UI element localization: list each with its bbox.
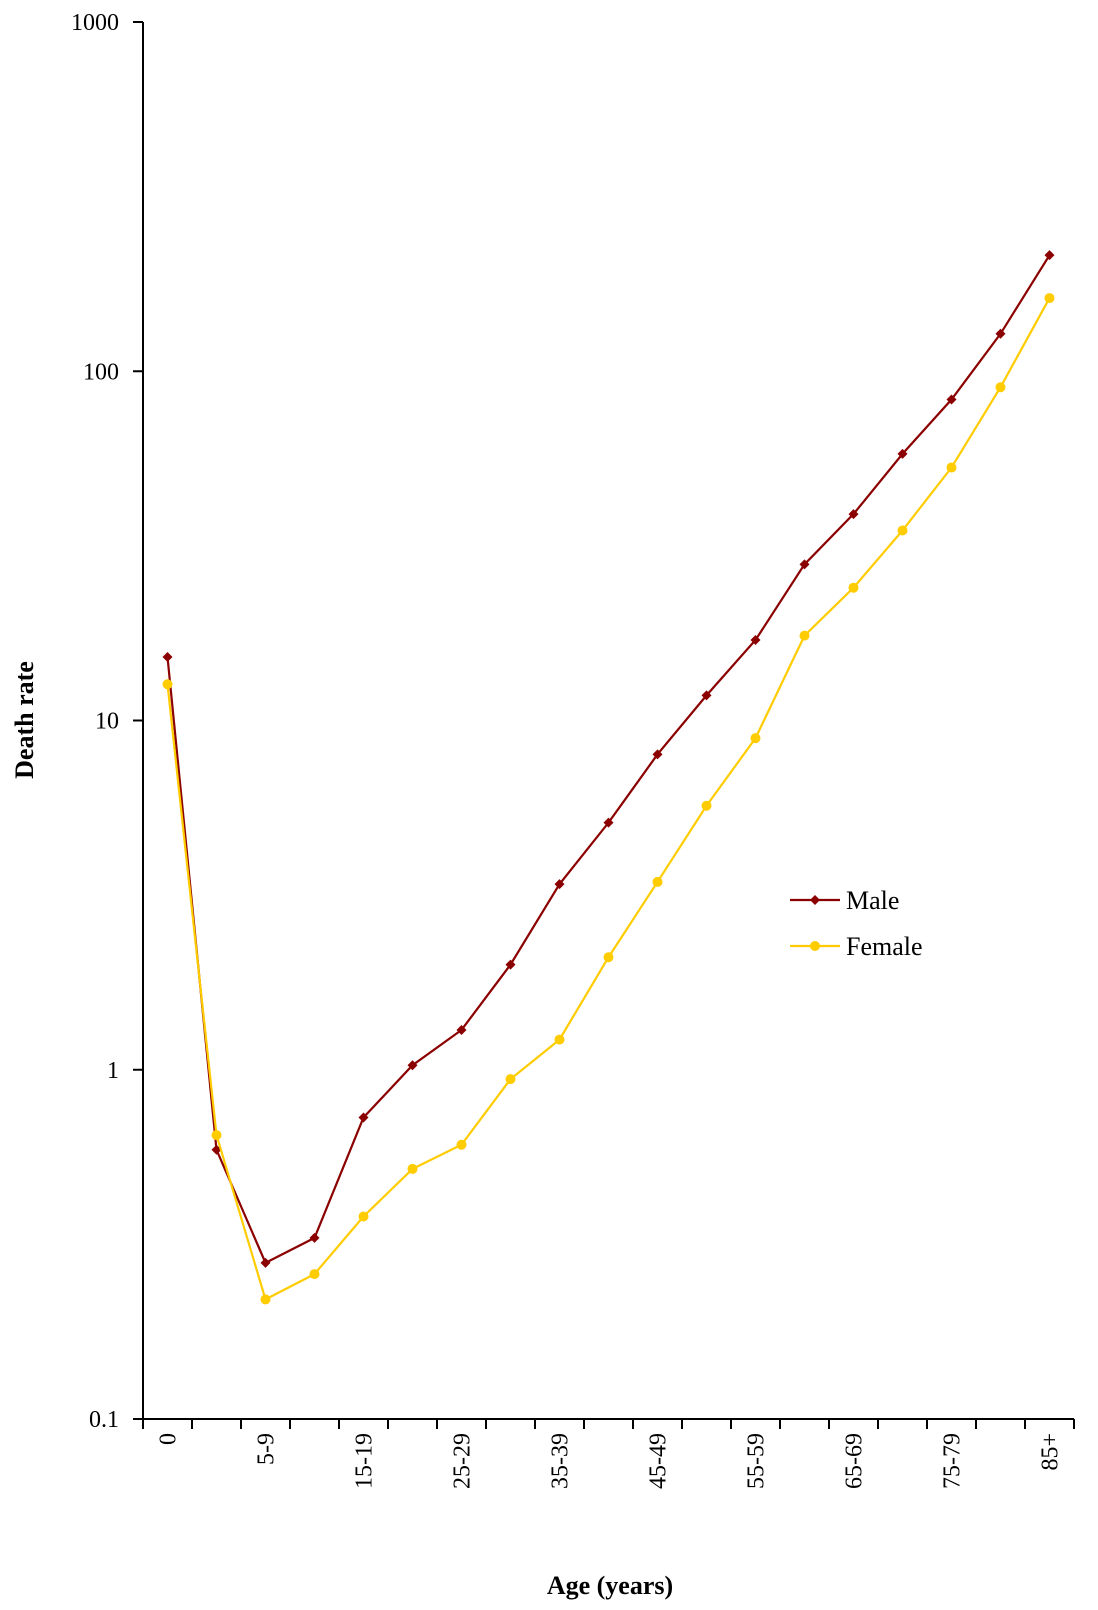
female-point [799,630,810,641]
x-tick-label: 15-19 [352,1433,378,1489]
y-tick-label: 0.1 [89,1407,119,1433]
x-axis-title: Age (years) [547,1571,673,1600]
y-axis: 0.1 1 10 100 1000 [71,10,144,1433]
female-point [407,1163,418,1174]
male-point [652,749,663,760]
male-point [995,328,1006,339]
female-point [162,679,173,690]
y-axis-title: Death rate [10,661,39,779]
female-point [358,1211,369,1222]
x-tick-label: 0 [156,1433,182,1445]
y-tick-label: 1 [107,1058,119,1084]
male-point [554,879,565,890]
male-point [799,559,810,570]
x-tick-label: 25-29 [450,1433,476,1489]
female-point [554,1034,565,1045]
x-tick-label: 75-79 [940,1433,966,1489]
male-point [456,1024,467,1035]
legend-item-female: Female [790,932,923,961]
male-point [897,448,908,459]
male-point [505,959,516,970]
x-tick-label: 45-49 [646,1433,672,1489]
legend-marker [810,941,820,951]
y-tick-label: 10 [95,709,119,735]
y-tick-label: 1000 [71,10,119,36]
series-layer [162,250,1055,1305]
x-tick-label: 65-69 [842,1433,868,1489]
female-point [211,1130,222,1141]
female-point [652,876,663,887]
male-point [407,1060,418,1071]
legend-label: Female [846,932,923,961]
series-male [162,250,1055,1268]
female-point [309,1269,320,1280]
male-point [358,1112,369,1123]
x-tick-label: 55-59 [744,1433,770,1489]
female-point [603,952,614,963]
male-point [946,394,957,405]
x-tick-label: 85+ [1038,1433,1064,1471]
female-point [1044,293,1055,304]
female-point [750,733,761,744]
female-point [897,525,908,536]
legend-marker [810,895,820,905]
legend-label: Male [846,886,899,915]
male-point [260,1257,271,1268]
male-point [603,817,614,828]
female-point [701,800,712,811]
female-point [456,1139,467,1150]
female-point [260,1294,271,1305]
female-point [848,582,859,593]
male-point [750,635,761,646]
legend-item-male: Male [790,886,899,915]
male-point [162,651,173,662]
female-point [946,462,957,473]
legend: Male Female [790,886,923,961]
female-line [166,297,1051,1301]
series-female [162,293,1055,1305]
female-point [995,382,1006,393]
male-point [701,690,712,701]
x-tick-label: 5-9 [254,1433,280,1465]
x-axis: 0 5-9 15-19 25-29 35-39 45-49 55-59 65-69 75-79 8… [142,1418,1075,1489]
male-point [1044,250,1055,261]
y-tick-label: 100 [83,359,119,385]
male-point [309,1232,320,1243]
female-point [505,1074,516,1085]
x-tick-label: 35-39 [548,1433,574,1489]
male-line [166,254,1051,1265]
male-point [848,509,859,520]
